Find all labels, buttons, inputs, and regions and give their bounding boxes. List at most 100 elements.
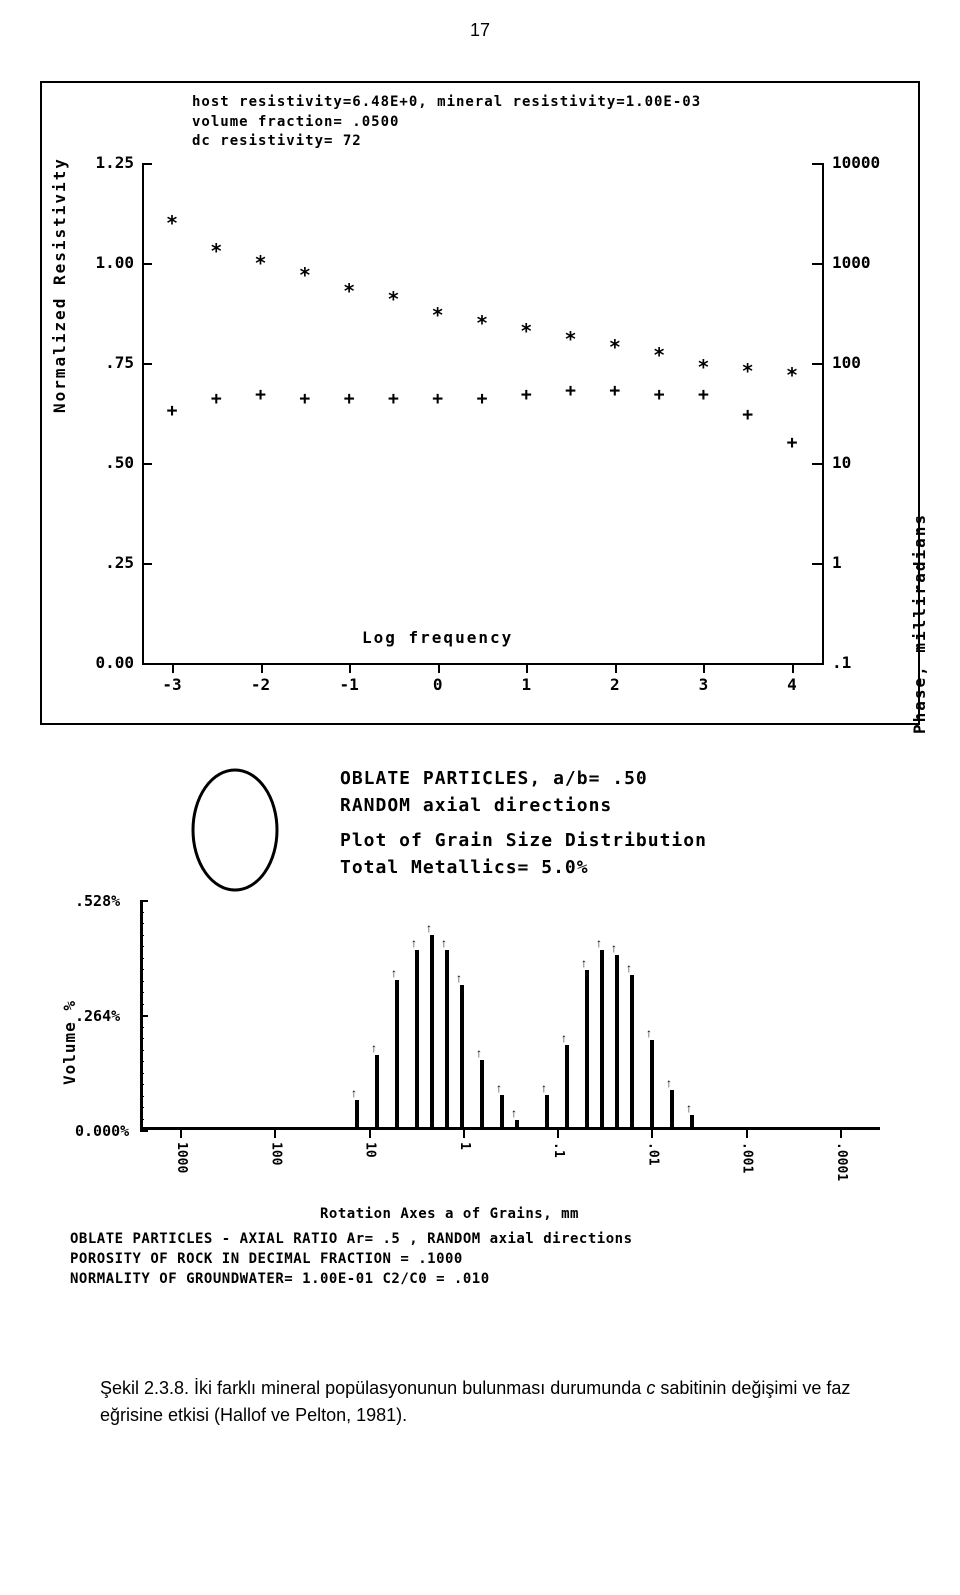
y-left-tick: 1.00: [74, 253, 134, 272]
star-marker: *: [520, 319, 532, 343]
distribution-bar: [415, 950, 419, 1130]
minor-tick: [140, 981, 144, 982]
x-tick: -2: [246, 675, 276, 694]
figure-container: host resistivity=6.48E+0, mineral resist…: [40, 81, 920, 1429]
distribution-bar: [515, 1120, 519, 1130]
star-marker: *: [697, 355, 709, 379]
star-marker: *: [210, 239, 222, 263]
plus-marker: +: [787, 433, 798, 454]
tick-mark: [840, 1130, 842, 1138]
volume-tick: .528%: [75, 892, 120, 910]
bottom-chart-header: OBLATE PARTICLES, a/b= .50 RANDOM axial …: [340, 765, 707, 881]
plus-marker: +: [654, 385, 665, 406]
y-right-tick: .1: [832, 653, 902, 672]
distribution-bar: [585, 970, 589, 1130]
distribution-bar: [460, 985, 464, 1130]
tick-mark: [142, 263, 152, 265]
distribution-bar: [480, 1060, 484, 1130]
x-axis-label: Log frequency: [362, 628, 513, 647]
distribution-bar: [500, 1095, 504, 1130]
page-number: 17: [20, 20, 940, 41]
grain-tick: .001: [740, 1142, 755, 1173]
y-right-tick: 1000: [832, 253, 902, 272]
header-line: RANDOM axial directions: [340, 792, 707, 819]
distribution-bar: [690, 1115, 694, 1130]
y-left-axis-label: Normalized Resistivity: [50, 157, 69, 413]
header-line: Plot of Grain Size Distribution: [340, 827, 707, 854]
tick-mark: [369, 1130, 371, 1138]
minor-tick: [140, 958, 144, 959]
grain-tick: 10: [363, 1142, 378, 1158]
tick-mark: [812, 263, 822, 265]
minor-tick: [140, 969, 144, 970]
minor-tick: [140, 946, 144, 947]
minor-tick: [140, 1061, 144, 1062]
tick-mark: [142, 363, 152, 365]
y-left-tick: .25: [74, 553, 134, 572]
tick-mark: [142, 563, 152, 565]
grain-axis-line: [140, 1127, 880, 1130]
distribution-bar: [650, 1040, 654, 1130]
y-left-tick: 1.25: [74, 153, 134, 172]
y-left-tick: .75: [74, 353, 134, 372]
header-line: host resistivity=6.48E+0, mineral resist…: [192, 93, 788, 113]
plus-marker: +: [477, 389, 488, 410]
minor-tick: [140, 1027, 144, 1028]
minor-tick: [140, 923, 144, 924]
minor-tick: [140, 900, 144, 901]
plus-marker: +: [521, 385, 532, 406]
footer-line: NORMALITY OF GROUNDWATER= 1.00E-01 C2/C0…: [70, 1270, 490, 1290]
distribution-bar: [565, 1045, 569, 1130]
x-tick: 4: [777, 675, 807, 694]
y-right-tick: 100: [832, 353, 902, 372]
tick-mark: [557, 1130, 559, 1138]
minor-tick: [140, 1119, 144, 1120]
header-line: dc resistivity= 72: [192, 132, 788, 152]
header-line: OBLATE PARTICLES, a/b= .50: [340, 765, 707, 792]
right-axis-line: [822, 163, 824, 663]
minor-tick: [140, 1038, 144, 1039]
minor-tick: [140, 912, 144, 913]
plus-marker: +: [167, 401, 178, 422]
distribution-bar: [355, 1100, 359, 1130]
grain-distribution-chart: OBLATE PARTICLES, a/b= .50 RANDOM axial …: [40, 765, 920, 1345]
x-tick: 1: [511, 675, 541, 694]
left-axis-line: [142, 163, 144, 663]
tick-mark: [349, 663, 351, 673]
plus-marker: +: [565, 381, 576, 402]
minor-tick: [140, 1004, 144, 1005]
bottom-axis-line: [142, 663, 824, 665]
footer-line: POROSITY OF ROCK IN DECIMAL FRACTION = .…: [70, 1250, 463, 1270]
tick-mark: [261, 663, 263, 673]
minor-tick: [140, 1050, 144, 1051]
plus-marker: +: [698, 385, 709, 406]
grain-tick: 1: [457, 1142, 472, 1150]
star-marker: *: [299, 263, 311, 287]
tick-mark: [142, 163, 152, 165]
x-tick: 3: [688, 675, 718, 694]
minor-tick: [140, 935, 144, 936]
minor-tick: [140, 1096, 144, 1097]
minor-tick: [140, 1073, 144, 1074]
tick-mark: [812, 463, 822, 465]
distribution-bar: [615, 955, 619, 1130]
minor-tick: [140, 1107, 144, 1108]
distribution-bar: [670, 1090, 674, 1130]
grain-tick: 1000: [174, 1142, 189, 1173]
star-marker: *: [565, 327, 577, 351]
minor-tick: [140, 1084, 144, 1085]
x-tick: -1: [334, 675, 364, 694]
y-left-tick: 0.00: [74, 653, 134, 672]
bottom-plot-area: [140, 900, 890, 1130]
distribution-bar: [395, 980, 399, 1130]
star-marker: *: [476, 311, 488, 335]
distribution-bar: [445, 950, 449, 1130]
header-line: volume fraction= .0500: [192, 113, 788, 133]
volume-tick: 0.000%: [75, 1122, 129, 1140]
footer-line: OBLATE PARTICLES - AXIAL RATIO Ar= .5 , …: [70, 1230, 633, 1250]
plus-marker: +: [299, 389, 310, 410]
star-marker: *: [387, 287, 399, 311]
grain-tick: .01: [645, 1142, 660, 1165]
star-marker: *: [166, 211, 178, 235]
tick-mark: [180, 1130, 182, 1138]
